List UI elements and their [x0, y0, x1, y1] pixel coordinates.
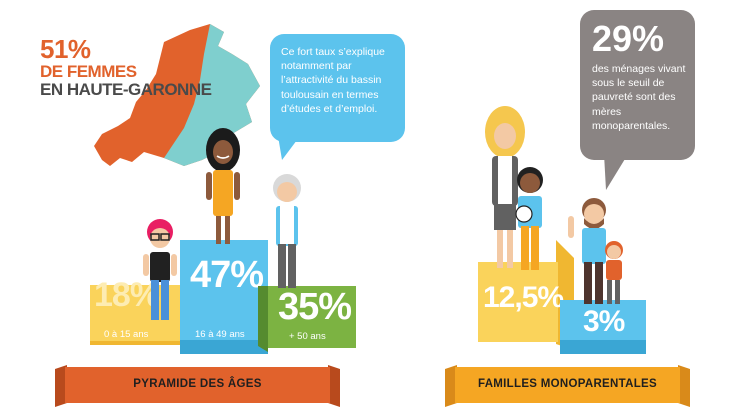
speech-bubble-grey-percent: 29% [592, 18, 665, 59]
bar-0-15-label: 0 à 15 ans [104, 329, 149, 340]
young-woman-figure [206, 128, 240, 244]
child-figure [143, 219, 177, 320]
bar-50plus [268, 286, 356, 348]
bar-16-49-value: 47% [190, 254, 264, 296]
banner-single-parent-label: FAMILLES MONOPARENTALES [478, 378, 657, 390]
speech-tail-grey [604, 154, 628, 190]
father-figure [568, 198, 606, 304]
bar-single-mothers [478, 262, 558, 342]
bar-single-fathers-value: 3% [583, 305, 625, 338]
bar-16-49-base [180, 340, 268, 354]
bar-0-15-value: 18% [94, 276, 160, 314]
speech-bubble-blue-text: Ce fort taux s’explique notamment par l’… [281, 46, 385, 115]
banner-single-parent: FAMILLES MONOPARENTALES [445, 367, 690, 403]
bar-16-49 [180, 240, 268, 350]
headline-line-2: DE FEMMES [40, 62, 137, 82]
bar-50plus-side [258, 286, 268, 352]
banner-single-parent-shape [445, 365, 690, 407]
mother-figure [485, 106, 525, 268]
small-child-figure [605, 241, 623, 304]
bar-50plus-value: 35% [278, 286, 352, 328]
banner-age-pyramid-label: PYRAMIDE DES ÂGES [133, 378, 262, 390]
bar-single-fathers-base [560, 340, 646, 354]
speech-bubble-grey: 29% des ménages vivant sous le seuil de … [580, 10, 695, 160]
speech-tail-blue [278, 136, 300, 160]
headline-line-3: EN HAUTE-GARONNE [40, 80, 212, 100]
headline: 51% DE FEMMES EN HAUTE-GARONNE [40, 34, 212, 100]
speech-bubble-blue: Ce fort taux s’explique notamment par l’… [270, 34, 405, 142]
bar-single-mothers-value: 12,5% [483, 281, 564, 314]
speech-bubble-grey-text: des ménages vivant sous le seuil de pauv… [592, 63, 686, 132]
boy-figure [515, 167, 543, 270]
bar-single-fathers [560, 300, 646, 345]
elderly-woman-figure [273, 174, 301, 288]
bar-50plus-label: + 50 ans [289, 331, 326, 342]
banner-age-pyramid: PYRAMIDE DES ÂGES [55, 367, 340, 403]
banner-age-pyramid-shape [55, 365, 340, 407]
headline-percent: 51% [40, 34, 91, 64]
bar-16-49-label: 16 à 49 ans [195, 329, 245, 340]
